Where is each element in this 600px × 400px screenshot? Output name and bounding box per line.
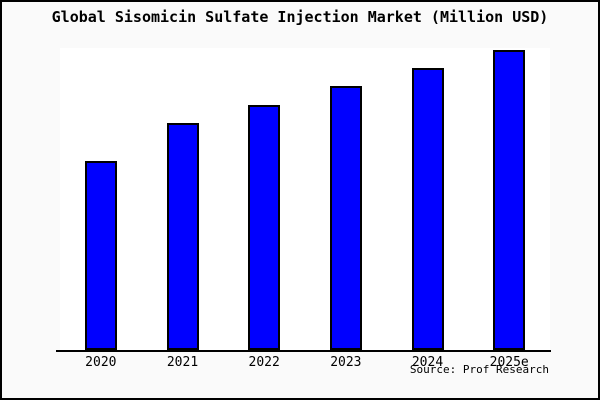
bars-row bbox=[60, 48, 550, 350]
bar-slot-2025e bbox=[468, 48, 550, 350]
plot-area bbox=[60, 48, 550, 350]
bar-slot-2024 bbox=[387, 48, 469, 350]
x-axis-labels: 2020 2021 2022 2023 2024 2025e bbox=[60, 355, 550, 370]
bar-2025e bbox=[493, 50, 526, 350]
source-text: Source: Prof Research bbox=[409, 363, 549, 376]
x-tick-label-2022: 2022 bbox=[248, 355, 280, 370]
bar-2022 bbox=[248, 105, 281, 350]
x-tick-label-2024: 2024 bbox=[411, 355, 444, 370]
x-axis-line bbox=[56, 350, 551, 352]
bar-slot-2020 bbox=[60, 48, 142, 350]
x-tick-label-2020: 2020 bbox=[85, 355, 117, 370]
bar-slot-2023 bbox=[305, 48, 387, 350]
bar-2023 bbox=[329, 86, 362, 350]
bar-2020 bbox=[84, 161, 117, 350]
bar-2024 bbox=[411, 68, 444, 350]
bar-2021 bbox=[166, 123, 199, 350]
chart-title: Global Sisomicin Sulfate Injection Marke… bbox=[51, 8, 549, 26]
x-tick-label-2023: 2023 bbox=[330, 355, 362, 370]
x-tick-label-2025e: 2025e bbox=[489, 355, 529, 370]
x-tick-label-2021: 2021 bbox=[166, 355, 199, 370]
bar-slot-2022 bbox=[223, 48, 305, 350]
bar-slot-2021 bbox=[142, 48, 224, 350]
